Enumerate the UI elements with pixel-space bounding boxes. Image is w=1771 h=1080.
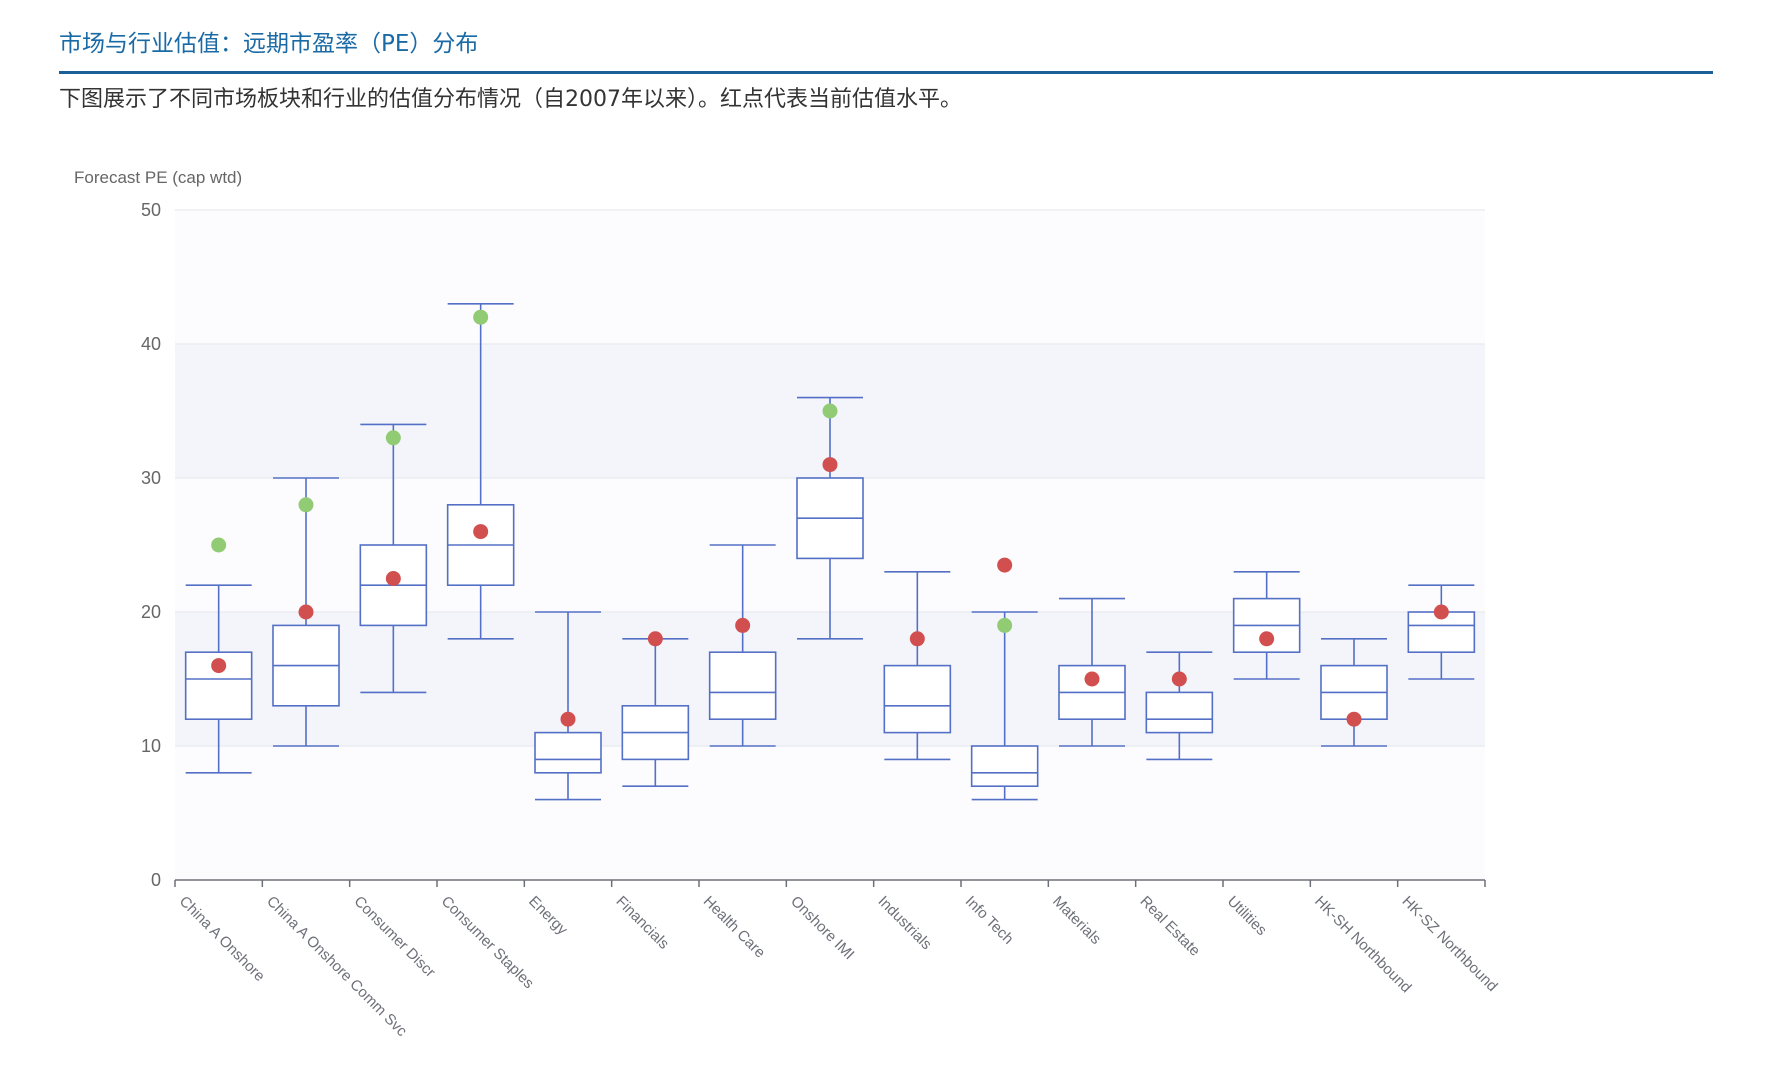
green-marker xyxy=(997,617,1013,633)
iqr-box xyxy=(970,745,1039,788)
current-pe-marker xyxy=(909,631,925,647)
iqr-box xyxy=(708,651,777,721)
y-tick-label: 0 xyxy=(151,870,161,890)
green-marker xyxy=(298,497,314,513)
current-pe-marker xyxy=(211,658,227,674)
x-tick-label: HK-SH Northbound xyxy=(1311,893,1414,996)
x-tick-label: Health Care xyxy=(700,893,769,962)
current-pe-marker xyxy=(1084,671,1100,687)
page-title: 市场与行业估值：远期市盈率（PE）分布 xyxy=(59,31,479,57)
current-pe-marker xyxy=(560,711,576,727)
iqr-box xyxy=(1145,691,1214,734)
x-tick-label: HK-SZ Northbound xyxy=(1399,893,1501,995)
current-pe-marker xyxy=(1433,604,1449,620)
boxplot-4 xyxy=(534,611,602,801)
iqr-box xyxy=(534,731,602,774)
y-axis-title: Forecast PE (cap wtd) xyxy=(74,168,242,187)
x-tick-label: Consumer Staples xyxy=(438,893,537,992)
current-pe-marker xyxy=(1171,671,1187,687)
current-pe-marker xyxy=(735,617,751,633)
x-tick-label: Info Tech xyxy=(962,893,1017,948)
title-divider xyxy=(59,71,1713,74)
y-tick-label: 30 xyxy=(141,468,161,488)
boxplot-11 xyxy=(1145,651,1214,761)
marker-series xyxy=(211,309,1449,727)
current-pe-marker xyxy=(997,557,1013,573)
boxplot-13 xyxy=(1320,637,1388,747)
current-pe-marker xyxy=(647,631,663,647)
current-pe-marker xyxy=(1346,711,1362,727)
y-axis-ticks: 0 10 20 30 40 50 xyxy=(141,200,161,890)
pe-boxplot-chart: Forecast PE (cap wtd) 0 10 20 30 40 50 China … xyxy=(74,168,1501,1040)
page-subtitle: 下图展示了不同市场板块和行业的估值分布情况（自2007年以来）。红点代表当前估值… xyxy=(59,87,962,112)
x-tick-label: Real Estate xyxy=(1137,893,1204,960)
y-tick-label: 10 xyxy=(141,736,161,756)
boxplot-1 xyxy=(272,477,340,747)
x-tick-label: Industrials xyxy=(875,893,935,953)
green-marker xyxy=(473,309,489,325)
current-pe-marker xyxy=(298,604,314,620)
boxplot-10 xyxy=(1058,597,1126,747)
boxplot-12 xyxy=(1232,570,1301,680)
iqr-box xyxy=(883,664,952,734)
box-series xyxy=(184,303,1476,801)
boxplot-3 xyxy=(446,303,515,640)
green-marker xyxy=(211,537,227,553)
y-tick-label: 40 xyxy=(141,334,161,354)
band-40-50 xyxy=(175,210,1485,344)
boxplot-5 xyxy=(621,637,690,788)
green-marker xyxy=(822,403,838,419)
x-tick-label: Consumer Discr xyxy=(351,893,439,981)
x-tick-label: Energy xyxy=(525,893,571,939)
x-tick-label: China A Onshore Comm Svc xyxy=(263,893,410,1040)
x-tick-label: Financials xyxy=(613,893,673,953)
x-tick-label: Utilities xyxy=(1224,893,1270,939)
y-tick-label: 50 xyxy=(141,200,161,220)
y-tick-label: 20 xyxy=(141,602,161,622)
current-pe-marker xyxy=(473,524,489,540)
boxplot-9 xyxy=(970,611,1039,801)
band-0-10 xyxy=(175,746,1485,880)
boxplot-6 xyxy=(708,544,777,747)
green-marker xyxy=(385,430,401,446)
current-pe-marker xyxy=(1259,631,1275,647)
x-tick-label: Materials xyxy=(1049,893,1104,948)
x-tick-label: China A Onshore xyxy=(176,893,268,985)
current-pe-marker xyxy=(385,571,401,586)
boxplot-8 xyxy=(883,570,952,761)
x-tick-label: Onshore IMI xyxy=(787,893,857,963)
current-pe-marker xyxy=(822,457,838,473)
